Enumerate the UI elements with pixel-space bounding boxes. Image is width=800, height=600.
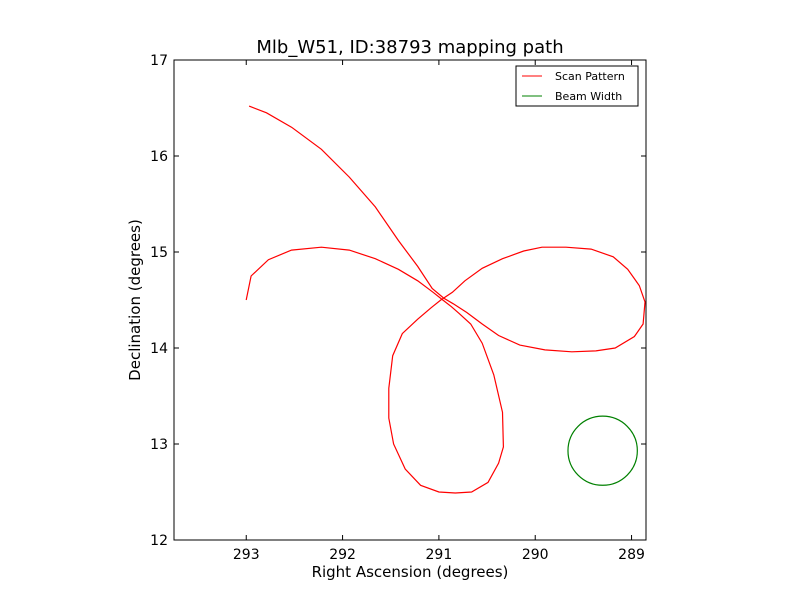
plot-contents [245,105,646,494]
beam-width-circle [567,415,638,486]
y-tick-label: 15 [150,245,168,261]
legend: Scan Pattern Beam Width [515,65,639,107]
x-axis-label: Right Ascension (degrees) [312,563,509,581]
x-tick-label: 292 [329,547,356,563]
y-tick-label: 14 [150,341,168,357]
legend-box [515,65,639,107]
y-tick-label: 12 [150,533,168,549]
ticks-layer: 293 292 291 290 289 12 13 14 15 16 17 [150,53,646,563]
x-tick-label: 293 [233,547,260,563]
legend-label-beam-width: Beam Width [555,90,622,103]
x-tick-label: 289 [618,547,645,563]
y-tick-label: 17 [150,53,168,69]
y-tick-label: 13 [150,437,168,453]
scan-pattern-line [245,105,646,494]
x-tick-label: 290 [522,547,549,563]
x-tick-label: 291 [426,547,453,563]
y-tick-label: 16 [150,149,168,165]
legend-label-scan-pattern: Scan Pattern [555,70,625,83]
chart-title: Mlb_W51, ID:38793 mapping path [256,37,563,58]
y-axis-label: Declination (degrees) [126,219,144,381]
plot-area [173,59,647,541]
